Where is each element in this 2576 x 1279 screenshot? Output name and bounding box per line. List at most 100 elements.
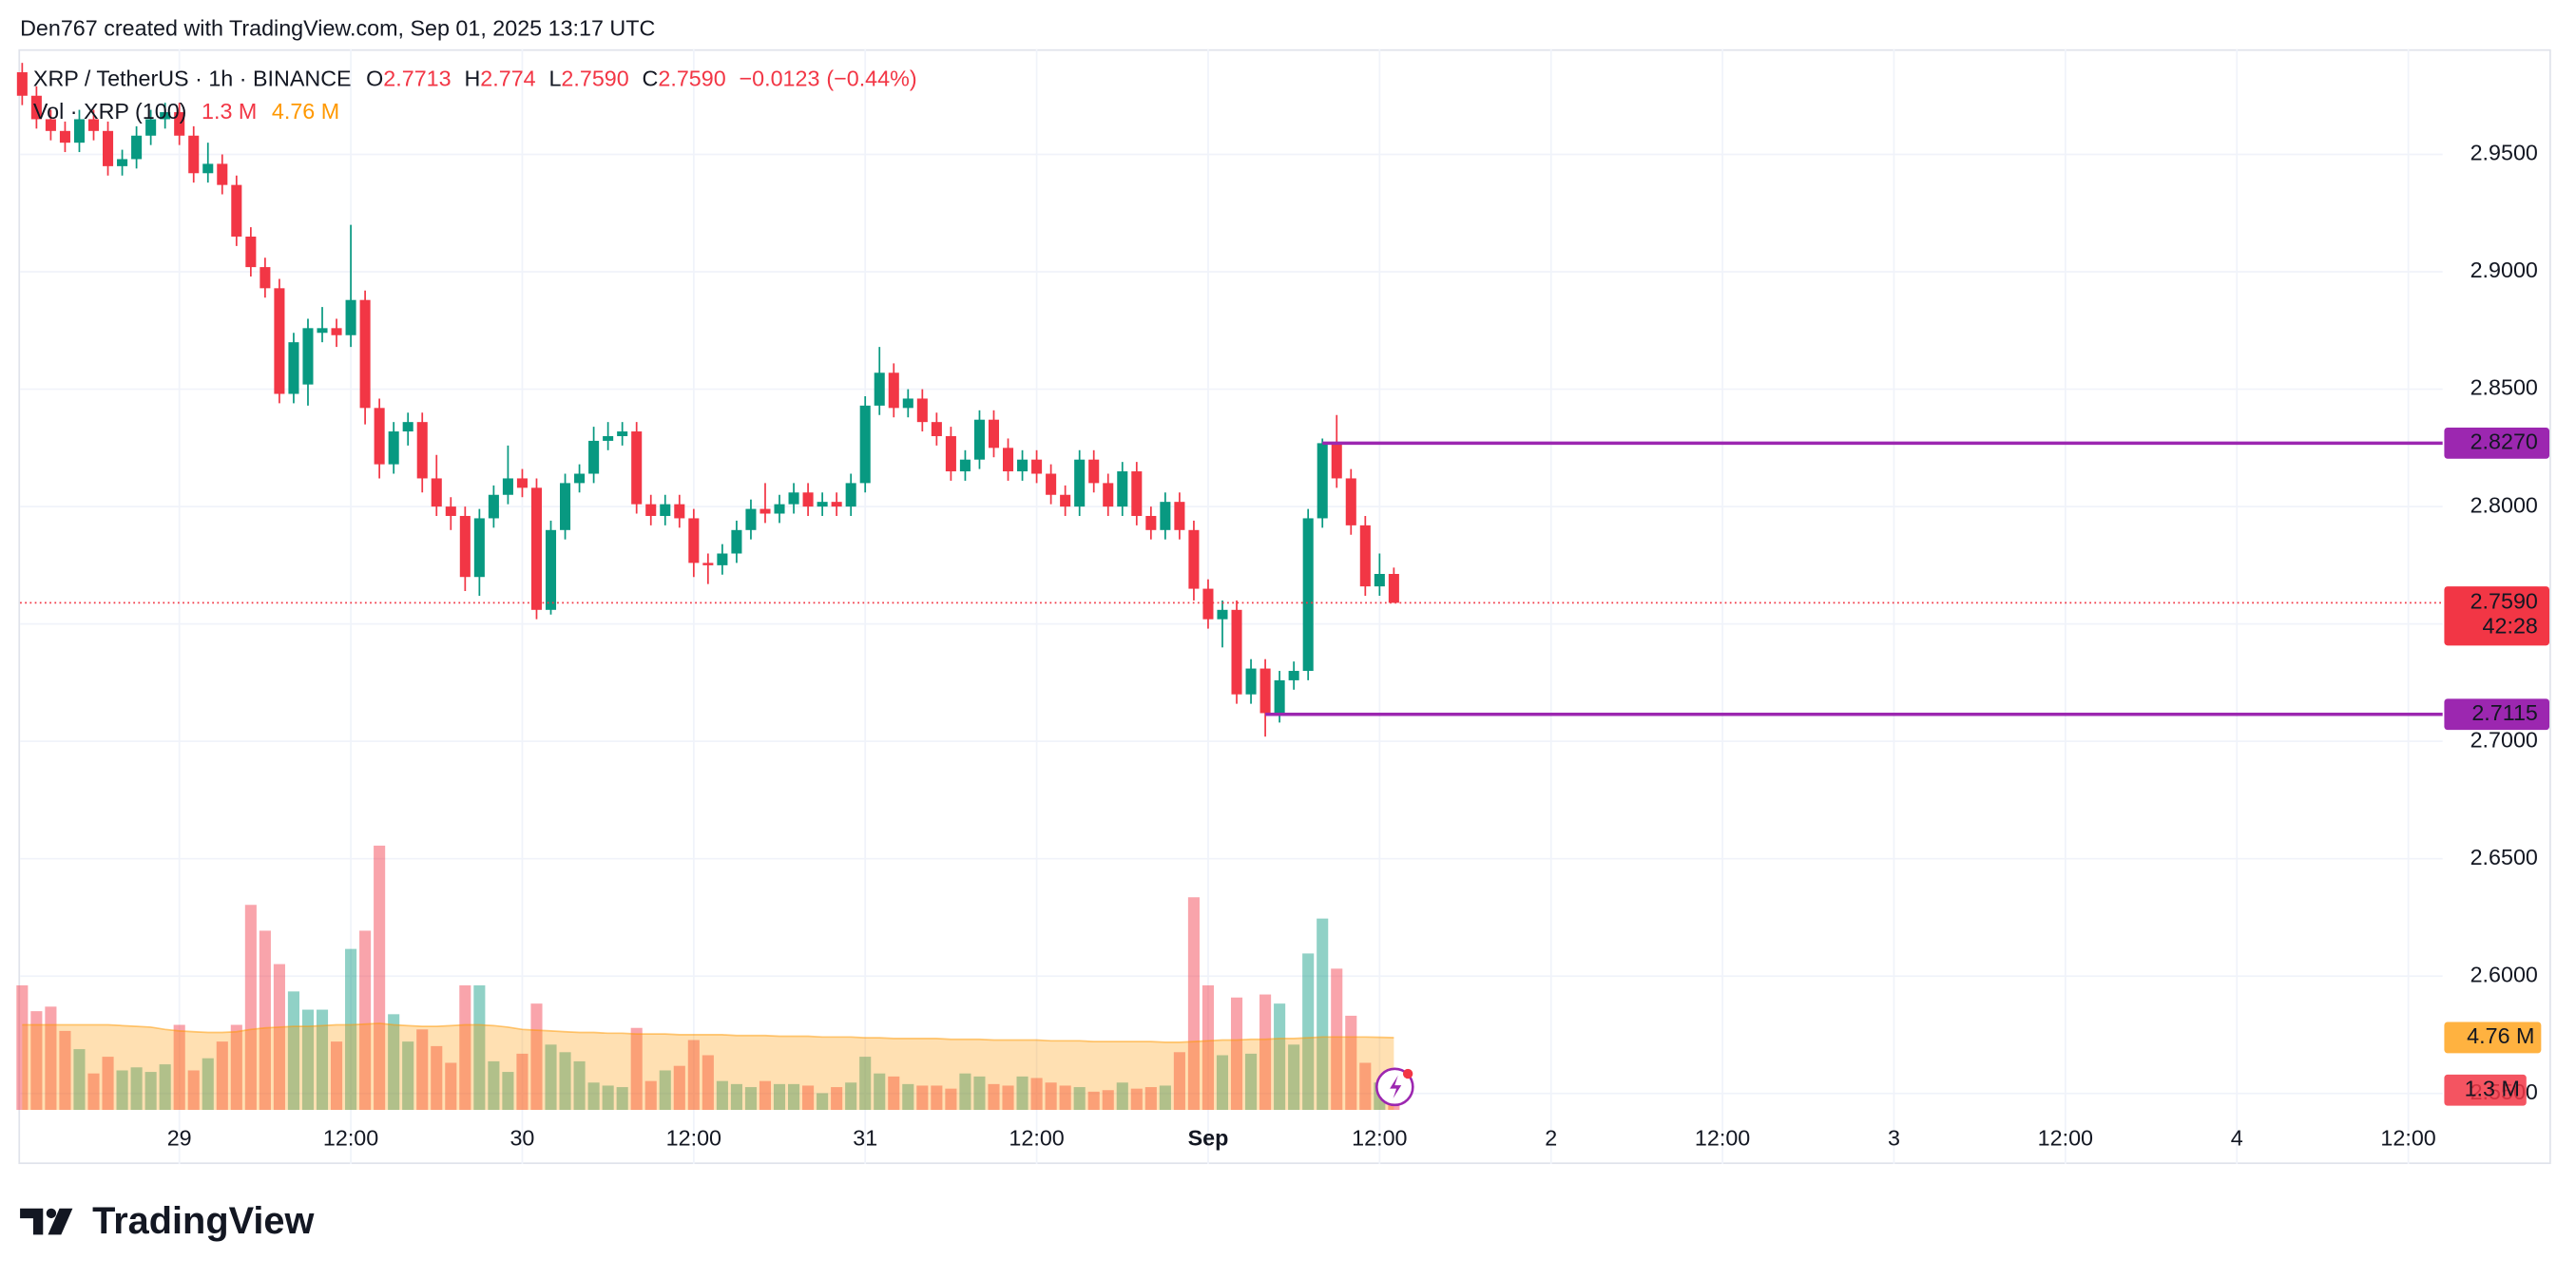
x-tick-label: 3 bbox=[1888, 1125, 1900, 1150]
volume-bar bbox=[1201, 984, 1215, 1111]
volume-bar bbox=[488, 1060, 500, 1111]
notification-dot[interactable] bbox=[1402, 1068, 1413, 1079]
candle-body bbox=[945, 435, 956, 472]
candle-body bbox=[545, 529, 557, 610]
x-tick-label: 12:00 bbox=[2380, 1125, 2435, 1150]
volume-bar bbox=[388, 1014, 400, 1111]
candle-body bbox=[345, 299, 356, 335]
candle-body bbox=[645, 504, 657, 516]
candle-body bbox=[45, 119, 56, 131]
candle-body bbox=[1060, 494, 1071, 507]
x-tick-label: Sep bbox=[1188, 1125, 1229, 1150]
volume-bar bbox=[1230, 997, 1243, 1111]
price-tag bbox=[2444, 427, 2549, 459]
volume-bar bbox=[931, 1085, 943, 1111]
volume-bar bbox=[759, 1080, 772, 1111]
x-tick-label: 12:00 bbox=[2038, 1125, 2093, 1150]
candle-body bbox=[1160, 502, 1171, 530]
candle-body bbox=[831, 502, 842, 507]
y-tick-label: 2.7000 bbox=[2470, 727, 2538, 752]
candle-body bbox=[117, 159, 128, 166]
volume-bar bbox=[159, 1064, 171, 1111]
x-tick-label: 12:00 bbox=[1695, 1125, 1750, 1150]
y-tick-label: 2.9000 bbox=[2470, 258, 2538, 282]
volume-bar bbox=[644, 1080, 657, 1111]
lightning-icon[interactable] bbox=[1390, 1075, 1402, 1098]
candle-body bbox=[731, 529, 742, 554]
candle-body bbox=[445, 506, 456, 516]
volume-bar bbox=[773, 1083, 786, 1111]
y-tick-label: 2.6500 bbox=[2470, 845, 2538, 869]
price-tag-label: 2.7115 bbox=[2471, 700, 2538, 725]
volume-value: 1.3 M bbox=[202, 99, 257, 124]
candle-body bbox=[717, 553, 728, 565]
lightning-button[interactable] bbox=[1375, 1067, 1414, 1107]
volume-name: Vol · XRP (100) bbox=[33, 99, 187, 124]
volume-bar bbox=[187, 1070, 200, 1111]
header: Den767 created with TradingView.com, Sep… bbox=[20, 15, 655, 40]
volume-bar bbox=[559, 1052, 571, 1111]
x-tick-label: 12:00 bbox=[323, 1125, 378, 1150]
candle-body bbox=[631, 431, 643, 505]
volume-tag-label: 1.3 M bbox=[2465, 1076, 2520, 1100]
volume-bar bbox=[788, 1083, 800, 1111]
volume-bar bbox=[230, 1024, 242, 1111]
x-tick-label: 12:00 bbox=[666, 1125, 721, 1150]
volume-bar bbox=[273, 964, 285, 1111]
x-tick-label: 4 bbox=[2231, 1125, 2243, 1150]
volume-bar bbox=[1159, 1085, 1171, 1111]
candle-body bbox=[516, 478, 528, 488]
candle-body bbox=[459, 515, 471, 578]
volume-bar bbox=[259, 930, 271, 1111]
candle-body bbox=[402, 422, 413, 432]
volume-bar bbox=[802, 1085, 815, 1111]
candle-body bbox=[1274, 679, 1285, 714]
volume-bar bbox=[817, 1093, 829, 1111]
volume-bar bbox=[1116, 1082, 1128, 1111]
volume-bar bbox=[445, 1062, 457, 1111]
candle-body bbox=[331, 328, 342, 335]
candle-body bbox=[16, 72, 28, 96]
volume-bar bbox=[173, 1024, 185, 1111]
candle-body bbox=[274, 288, 285, 394]
legend-row: Vol · XRP (100) 1.3 M 4.76 M bbox=[33, 99, 339, 124]
price-tag-label: 2.8270 bbox=[2470, 430, 2538, 454]
candle-body bbox=[1359, 525, 1371, 587]
legend-key: H bbox=[464, 67, 480, 91]
volume-bar bbox=[1187, 897, 1200, 1111]
volume-bar bbox=[744, 1087, 758, 1111]
volume-ma-tag-label: 4.76 M bbox=[2467, 1023, 2534, 1048]
candle-body bbox=[288, 342, 299, 394]
logo-text: TradingView bbox=[92, 1200, 314, 1242]
volume-bar bbox=[874, 1073, 886, 1111]
countdown-label: 42:28 bbox=[2483, 613, 2538, 638]
volume-bar bbox=[73, 1049, 86, 1111]
candle-body bbox=[1131, 471, 1143, 516]
candle-body bbox=[1046, 473, 1057, 495]
candle-body bbox=[702, 563, 714, 565]
volume-bar bbox=[616, 1087, 628, 1111]
candle-body bbox=[145, 119, 157, 136]
candle-body bbox=[1145, 515, 1157, 530]
candle-body bbox=[902, 398, 913, 409]
candle-body bbox=[416, 422, 428, 479]
legend-value: 2.7590 bbox=[658, 67, 725, 91]
volume-bar bbox=[59, 1030, 71, 1111]
volume-bar bbox=[116, 1070, 128, 1111]
volume-bar bbox=[30, 1011, 43, 1111]
volume-bar bbox=[1302, 953, 1315, 1111]
volume-bar bbox=[945, 1088, 957, 1111]
candle-body bbox=[202, 163, 214, 174]
volume-bar bbox=[216, 1041, 228, 1111]
volume-bar bbox=[402, 1041, 414, 1111]
legend-value: 2.774 bbox=[480, 67, 535, 91]
volume-bar bbox=[16, 984, 29, 1111]
candle-body bbox=[1245, 668, 1257, 695]
volume-bar bbox=[1259, 994, 1272, 1111]
volume-bar bbox=[1016, 1076, 1028, 1111]
y-tick-label: 2.6000 bbox=[2470, 962, 2538, 986]
candle-body bbox=[1217, 609, 1228, 620]
candle-body bbox=[574, 473, 586, 484]
logo-icon bbox=[46, 1208, 57, 1219]
candle-body bbox=[217, 163, 228, 185]
